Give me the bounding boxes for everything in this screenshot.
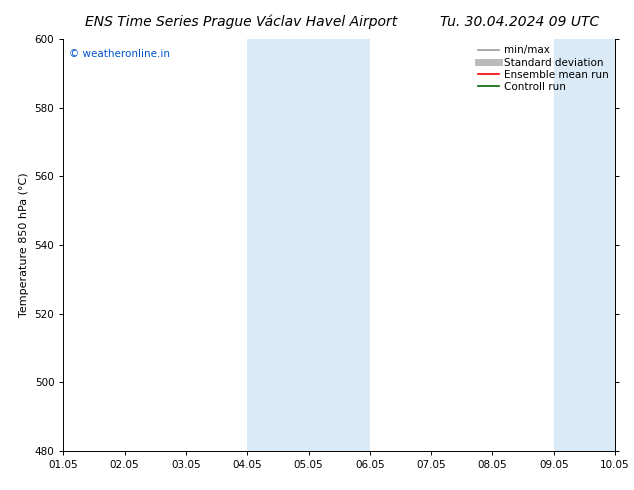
Bar: [553, 39, 615, 451]
Bar: [247, 39, 370, 451]
Y-axis label: Temperature 850 hPa (°C): Temperature 850 hPa (°C): [19, 172, 29, 318]
Text: © weatheronline.in: © weatheronline.in: [69, 49, 170, 59]
Legend: min/max, Standard deviation, Ensemble mean run, Controll run: min/max, Standard deviation, Ensemble me…: [475, 42, 612, 95]
Text: Tu. 30.04.2024 09 UTC: Tu. 30.04.2024 09 UTC: [440, 15, 600, 29]
Text: ENS Time Series Prague Václav Havel Airport: ENS Time Series Prague Václav Havel Airp…: [85, 15, 397, 29]
